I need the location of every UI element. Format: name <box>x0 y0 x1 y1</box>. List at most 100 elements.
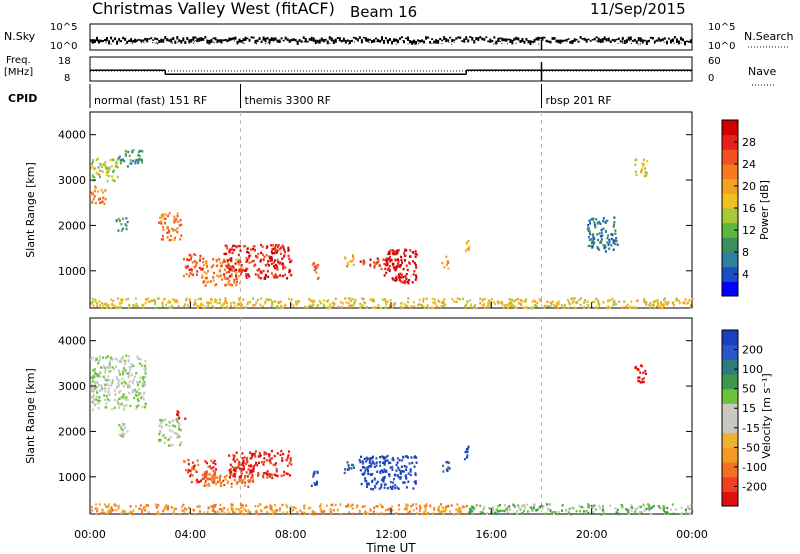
range-cell <box>206 281 209 284</box>
range-cell <box>621 505 624 509</box>
range-cell <box>107 505 110 508</box>
nsearch-sample <box>639 43 641 45</box>
range-cell <box>434 303 437 306</box>
nsearch-sample <box>629 40 631 42</box>
range-cell <box>445 468 448 471</box>
nsky-sample <box>90 39 92 42</box>
range-cell <box>467 239 470 243</box>
range-cell <box>627 510 630 513</box>
range-cell <box>351 297 354 301</box>
nsky-sample <box>206 39 209 44</box>
range-cell <box>188 298 191 301</box>
range-cell <box>126 372 129 375</box>
range-cell <box>128 374 131 377</box>
nsky-sample <box>212 37 215 40</box>
range-cell <box>616 508 619 512</box>
range-cell <box>141 161 144 164</box>
range-cell <box>183 303 186 306</box>
range-cell <box>612 248 615 251</box>
range-cell <box>603 246 606 250</box>
range-cell <box>101 165 104 168</box>
range-cell <box>359 306 362 309</box>
range-cell <box>233 278 236 282</box>
range-cell <box>456 503 459 506</box>
range-cell <box>672 512 675 516</box>
nsky-sample <box>308 38 311 41</box>
nsky-sample <box>589 40 592 42</box>
range-cell <box>614 303 617 306</box>
range-cell <box>593 300 596 303</box>
nsky-sample <box>228 37 231 42</box>
range-cell <box>212 469 215 473</box>
range-cell <box>368 457 371 460</box>
range-cell <box>125 298 128 301</box>
nsky-sample <box>487 40 490 43</box>
range-cell <box>106 365 109 369</box>
range-cell <box>521 511 524 515</box>
range-cell <box>213 271 216 275</box>
range-cell <box>97 173 100 176</box>
range-cell <box>226 306 229 310</box>
range-cell <box>270 272 273 275</box>
nsky-sample <box>571 39 574 44</box>
range-cell <box>635 158 638 161</box>
nsky-sample <box>112 39 115 43</box>
range-cell <box>470 303 473 306</box>
range-cell <box>98 383 101 387</box>
range-cell <box>93 375 96 379</box>
range-cell <box>195 479 198 483</box>
range-cell <box>648 509 651 512</box>
range-cell <box>274 246 277 250</box>
nsky-sample <box>555 39 558 43</box>
range-cell <box>363 504 366 508</box>
range-cell <box>246 250 249 254</box>
range-cell <box>174 425 177 428</box>
range-cell <box>252 297 255 300</box>
range-cell <box>241 481 244 484</box>
range-cell <box>379 471 382 475</box>
range-cell <box>125 227 128 231</box>
range-cell <box>112 299 115 303</box>
nsky-sample <box>453 39 456 42</box>
range-cell <box>133 375 136 378</box>
range-cell <box>482 298 485 301</box>
range-cell <box>90 376 93 379</box>
power-scatter <box>90 112 694 310</box>
range-cell <box>419 506 422 509</box>
range-cell <box>319 505 322 508</box>
range-cell <box>306 306 309 310</box>
range-cell <box>296 302 299 306</box>
range-cell <box>591 239 594 243</box>
range-cell <box>651 506 654 509</box>
range-cell <box>425 512 428 516</box>
range-cell <box>446 461 449 464</box>
nsky-sample <box>236 40 239 45</box>
range-cell <box>488 507 491 510</box>
range-cell <box>349 505 352 508</box>
range-cell <box>242 461 245 465</box>
colorbar-tick-label: 28 <box>742 136 756 149</box>
range-cell <box>397 262 400 265</box>
range-cell <box>598 248 601 251</box>
range-cell <box>226 508 229 511</box>
range-cell <box>104 164 107 168</box>
range-cell <box>523 504 526 507</box>
range-cell <box>178 416 181 420</box>
range-cell <box>218 479 221 482</box>
range-cell <box>365 456 368 460</box>
range-cell <box>186 304 189 307</box>
range-cell <box>517 298 520 301</box>
nsky-sample <box>469 36 472 38</box>
nsky-sample <box>240 40 243 43</box>
range-cell <box>625 306 628 310</box>
range-cell <box>282 265 285 268</box>
range-cell <box>657 505 660 508</box>
range-cell <box>274 259 277 262</box>
range-cell <box>592 300 595 304</box>
range-cell <box>389 249 392 252</box>
range-cell <box>383 512 386 516</box>
range-cell <box>287 454 290 457</box>
range-cell <box>92 159 95 162</box>
range-cell <box>418 509 421 513</box>
range-cell <box>267 453 270 456</box>
